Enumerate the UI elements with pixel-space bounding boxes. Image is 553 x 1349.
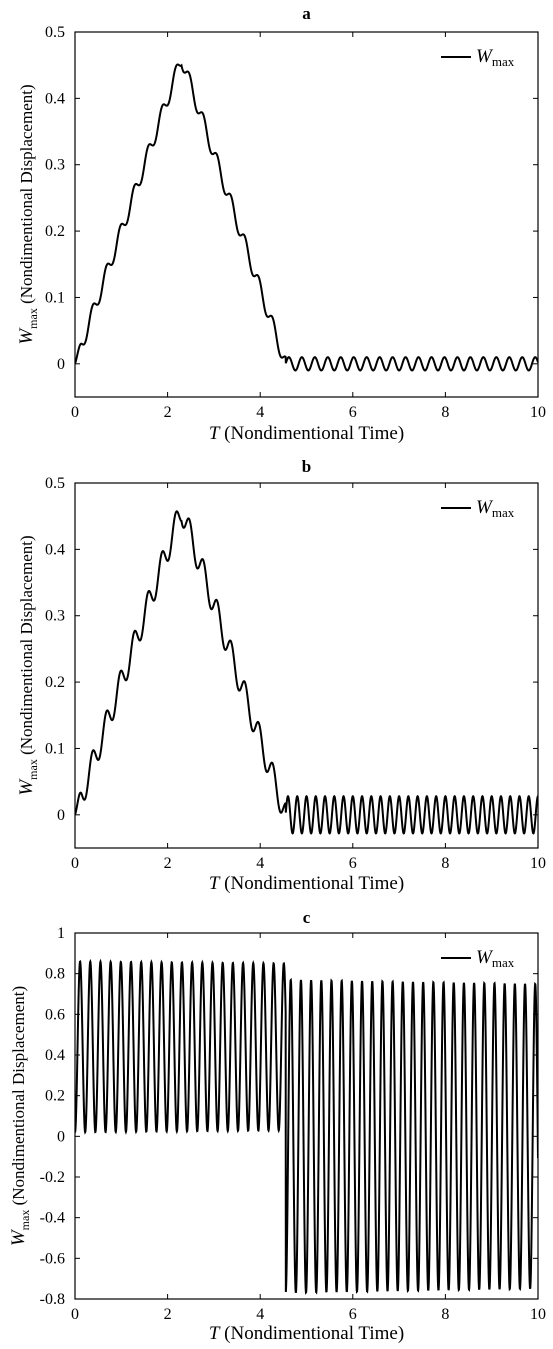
series-line-wmax [75,510,538,835]
plot-frame [74,31,539,398]
chart-panel-a: a 0 2 4 6 8 10 0 0.1 0.2 0.3 0.4 0.5 T (Nondimentiona… [16,4,546,444]
y-tick-label: 0.1 [45,289,65,306]
y-axis-label: Wmax (Nondimentional Displacement) [8,986,32,1246]
legend-label: Wmax [476,947,515,970]
y-axis-label: Wmax (Nondimentional Displacement) [16,535,40,795]
y-tick-label: 0.1 [45,740,65,757]
x-tick-label: 4 [256,1306,264,1323]
y-tick-label: -0.6 [40,1250,65,1267]
x-tick-label: 8 [441,855,449,872]
x-tick-label: 4 [256,855,264,872]
chart-panel-b: b 0 2 4 6 8 10 0 0.1 0.2 0.3 0.4 0.5 T (Nondimentiona… [16,457,546,894]
x-tick-label: 8 [441,1306,449,1323]
y-tick-label: 1 [57,925,65,942]
x-axis-label: T (Nondimentional Time) [209,1323,404,1344]
x-tick-label: 4 [256,404,264,421]
x-tick-label: 2 [164,855,172,872]
y-tick-label: -0.2 [40,1169,65,1186]
y-tick-label: 0.5 [45,24,65,41]
series-line-wmax [75,63,538,372]
plot-frame [74,932,539,1300]
x-tick-label: 6 [349,855,357,872]
y-tick-label: 0 [57,807,65,824]
chart-title: b [302,457,311,476]
legend-label: Wmax [476,46,515,69]
y-tick-label: 0.4 [45,90,65,107]
y-tick-label: 0.4 [45,541,65,558]
x-tick-label: 2 [164,1306,172,1323]
y-tick-label: 0 [57,356,65,373]
y-tick-label: 0.8 [45,966,65,983]
series-line-wmax [75,958,538,1295]
y-tick-label: -0.4 [40,1210,65,1227]
y-tick-label: 0.4 [45,1047,65,1064]
x-tick-label: 6 [349,404,357,421]
x-tick-label: 2 [164,404,172,421]
x-tick-label: 6 [349,1306,357,1323]
plot-frame [74,482,539,849]
x-tick-label: 0 [71,855,79,872]
chart-title: a [302,4,311,23]
chart-panel-c: c 0 2 4 6 8 10 -0.8 -0.6 -0.4 -0.2 0 0.2 0.4 0.6 0.8 1 T … [8,908,546,1344]
x-axis-label: T (Nondimentional Time) [209,423,404,444]
y-tick-label: -0.8 [40,1291,65,1308]
y-tick-label: 0.5 [45,475,65,492]
x-tick-label: 0 [71,1306,79,1323]
x-tick-label: 10 [530,404,546,421]
x-tick-label: 10 [530,1306,546,1323]
y-tick-label: 0.2 [45,1088,65,1105]
y-tick-label: 0.3 [45,157,65,174]
chart-title: c [303,908,311,927]
y-axis-label: Wmax (Nondimentional Displacement) [16,84,40,344]
x-axis-label: T (Nondimentional Time) [209,873,404,894]
y-tick-label: 0.6 [45,1006,65,1023]
x-tick-label: 8 [441,404,449,421]
y-tick-label: 0.3 [45,608,65,625]
legend-label: Wmax [476,497,515,520]
y-tick-label: 0.2 [45,674,65,691]
y-tick-label: 0.2 [45,223,65,240]
x-tick-label: 0 [71,404,79,421]
y-tick-label: 0 [57,1128,65,1145]
x-tick-label: 10 [530,855,546,872]
